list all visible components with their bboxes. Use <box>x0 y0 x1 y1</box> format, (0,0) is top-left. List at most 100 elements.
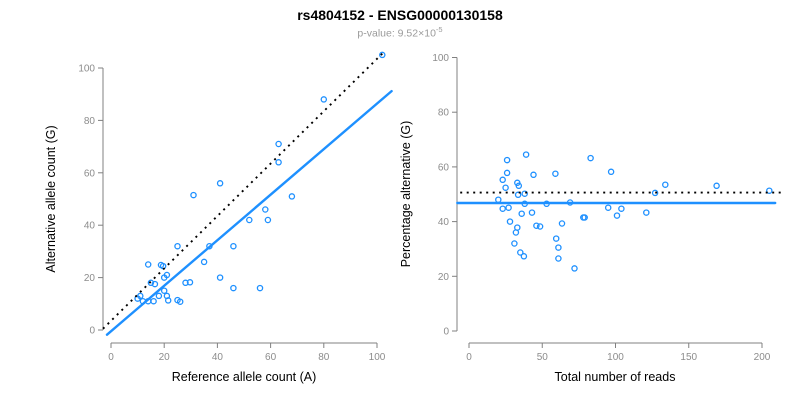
data-point <box>521 190 528 197</box>
x-tick-label: 0 <box>466 352 472 363</box>
data-point <box>379 51 386 59</box>
data-point <box>528 209 536 216</box>
data-point <box>555 255 562 262</box>
data-point <box>571 265 578 272</box>
identity-reference-line <box>102 52 383 330</box>
data-point <box>651 189 659 197</box>
pvalue-base: 9.52×10 <box>397 27 436 40</box>
data-point <box>552 235 560 242</box>
y-tick-label: 40 <box>438 217 450 228</box>
data-point <box>164 297 172 304</box>
x-tick-label: 40 <box>212 352 224 363</box>
data-point <box>288 193 296 200</box>
data-point <box>503 156 511 164</box>
y-tick-label: 20 <box>84 273 96 284</box>
data-point <box>182 279 189 287</box>
left-y-axis-title: Alternative allele count (G) <box>44 125 58 273</box>
y-tick-label: 0 <box>89 326 95 337</box>
y-tick-label: 100 <box>432 53 449 64</box>
data-point <box>533 222 540 229</box>
data-point <box>604 204 612 211</box>
data-point <box>499 176 506 184</box>
data-point <box>151 280 159 288</box>
x-tick-label: 150 <box>680 352 697 363</box>
x-tick-label: 80 <box>318 352 330 363</box>
data-point <box>499 205 506 212</box>
data-point <box>190 191 197 199</box>
data-point <box>246 216 253 224</box>
data-point <box>643 209 650 216</box>
data-point <box>503 169 511 177</box>
data-point <box>505 204 512 211</box>
y-tick-label: 80 <box>84 116 96 127</box>
data-point <box>536 223 544 230</box>
x-tick-label: 200 <box>754 352 771 363</box>
data-point <box>275 159 282 166</box>
data-point <box>581 214 588 221</box>
x-tick-label: 60 <box>265 352 277 363</box>
y-tick-label: 100 <box>78 64 95 75</box>
data-point <box>216 180 224 187</box>
data-point <box>520 253 528 260</box>
data-point <box>522 151 530 158</box>
data-point <box>618 205 625 212</box>
y-tick-label: 60 <box>438 162 450 173</box>
data-point <box>517 249 524 256</box>
data-point <box>713 182 720 190</box>
pvalue-exponent: -5 <box>435 25 443 34</box>
data-point <box>147 279 155 287</box>
data-point <box>163 271 171 279</box>
data-point <box>766 187 773 194</box>
data-point <box>216 274 224 281</box>
x-tick-label: 50 <box>537 352 549 363</box>
data-point <box>558 220 566 227</box>
data-point <box>320 96 328 103</box>
left-scatter-panel: 0 20 40 60 80 100 0 20 40 60 80 100 <box>78 51 393 363</box>
data-point <box>530 171 537 179</box>
data-point <box>155 292 163 300</box>
pvalue-prefix: p-value: <box>357 27 398 40</box>
data-point <box>555 244 562 251</box>
data-point <box>518 210 525 217</box>
data-point <box>511 240 518 247</box>
data-point <box>514 191 522 199</box>
regression-fit-line <box>105 89 393 336</box>
y-tick-label: 0 <box>443 327 449 338</box>
right-y-axis-title: Percentage alternative (G) <box>399 120 413 268</box>
data-point <box>230 242 237 250</box>
left-x-axis-title: Reference allele count (A) <box>171 370 317 384</box>
x-tick-label: 100 <box>607 352 624 363</box>
data-point <box>512 229 520 236</box>
y-tick-label: 40 <box>84 221 96 232</box>
data-point <box>230 284 237 292</box>
y-tick-label: 60 <box>84 168 96 179</box>
data-point <box>264 216 272 224</box>
data-point <box>552 170 559 177</box>
data-point <box>137 292 144 300</box>
data-point <box>186 279 194 286</box>
x-tick-label: 0 <box>108 352 114 363</box>
data-point <box>275 140 282 148</box>
data-point <box>200 258 208 266</box>
data-point <box>495 196 502 203</box>
data-point <box>160 287 168 294</box>
data-point <box>256 284 264 292</box>
x-tick-label: 20 <box>159 352 171 363</box>
data-point <box>502 184 509 191</box>
page-title: rs4804152 - ENSG00000130158 <box>297 7 503 23</box>
right-x-axis-title: Total number of reads <box>554 370 676 384</box>
data-point <box>174 242 181 250</box>
right-scatter-panel: 0 20 40 60 80 100 0 50 100 150 200 <box>432 53 781 363</box>
data-point <box>506 218 514 225</box>
data-point <box>176 298 184 305</box>
y-tick-label: 20 <box>438 272 450 283</box>
data-point <box>144 261 152 268</box>
data-point <box>515 182 523 190</box>
y-tick-label: 80 <box>438 108 450 119</box>
data-point <box>613 212 621 219</box>
data-point <box>150 297 157 305</box>
data-point <box>662 181 669 188</box>
pvalue-subtitle: p-value: 9.52×10-5 <box>0 25 800 40</box>
